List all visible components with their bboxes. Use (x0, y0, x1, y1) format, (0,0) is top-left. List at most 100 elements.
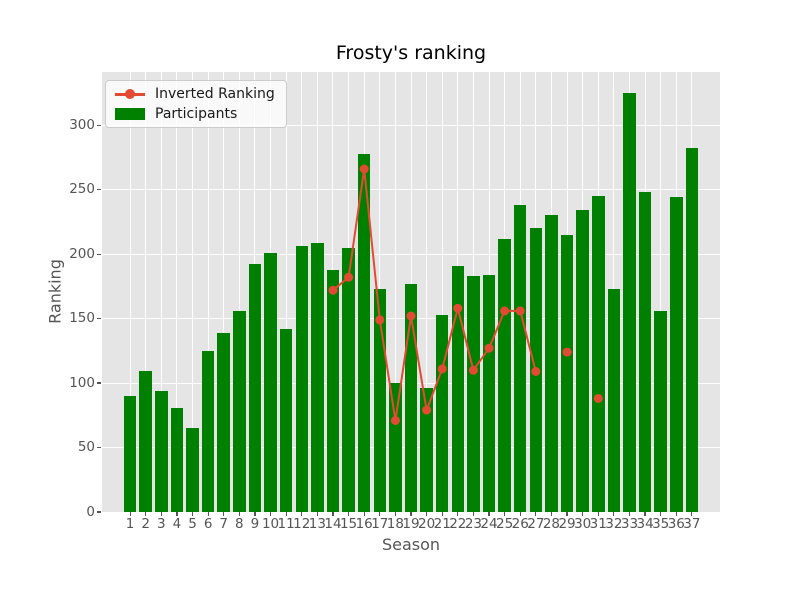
x-tick-label-26: 26 (511, 516, 529, 532)
x-tick-mark-20 (426, 512, 428, 516)
y-tick-mark-150 (97, 317, 101, 320)
x-tick-label-13: 13 (308, 516, 326, 532)
bar-season-17 (373, 288, 387, 512)
x-tick-label-17: 17 (371, 516, 389, 532)
x-tick-mark-11 (285, 512, 287, 516)
x-tick-mark-7 (223, 512, 225, 516)
bar-season-25 (498, 238, 511, 512)
bar-season-6 (201, 350, 215, 512)
x-tick-label-33: 33 (620, 516, 639, 532)
bar-season-35 (654, 310, 667, 512)
x-gridline-21 (441, 72, 443, 512)
line-marker-season-31 (593, 394, 603, 403)
legend-line-marker-icon (115, 87, 145, 101)
x-tick-mark-8 (238, 512, 240, 516)
x-tick-mark-13 (316, 512, 318, 516)
bar-season-2 (139, 371, 152, 512)
bar-season-20 (420, 388, 433, 512)
bar-season-1 (123, 395, 137, 512)
x-tick-label-5: 5 (188, 516, 197, 532)
legend-label-participants: Participants (155, 106, 238, 122)
line-marker-season-18 (390, 416, 400, 425)
x-tick-mark-21 (441, 512, 443, 516)
line-marker-season-24 (484, 343, 494, 353)
y-tick-label-50: 50 (77, 439, 95, 456)
x-tick-mark-26 (519, 512, 521, 516)
bar-season-32 (607, 288, 621, 512)
x-tick-label-16: 16 (355, 516, 373, 532)
x-gridline-4 (176, 72, 178, 512)
x-gridline-18 (394, 72, 396, 512)
x-tick-mark-28 (550, 512, 553, 516)
y-tick-mark-50 (97, 446, 101, 449)
x-tick-mark-5 (191, 512, 194, 516)
x-tick-mark-19 (410, 512, 412, 516)
x-tick-label-22: 22 (449, 516, 467, 532)
x-tick-mark-22 (457, 512, 459, 516)
x-gridline-6 (207, 72, 209, 512)
chart-title: Frosty's ranking (335, 42, 487, 64)
line-marker-season-16 (359, 164, 369, 174)
x-tick-label-15: 15 (339, 516, 358, 532)
x-gridline-2 (145, 72, 147, 512)
x-tick-mark-25 (504, 512, 506, 516)
x-tick-mark-37 (691, 512, 693, 516)
x-tick-label-35: 35 (652, 516, 670, 532)
x-tick-label-14: 14 (324, 516, 342, 532)
x-tick-mark-12 (301, 512, 303, 516)
x-tick-label-9: 9 (250, 516, 260, 532)
y-tick-label-0: 0 (86, 503, 95, 520)
bar-season-5 (186, 428, 199, 512)
bar-season-22 (451, 265, 465, 512)
bar-season-16 (357, 153, 371, 512)
legend-label-inverted-ranking: Inverted Ranking (155, 86, 275, 102)
x-tick-label-12: 12 (293, 516, 311, 532)
inverted-ranking-line (328, 164, 603, 425)
x-tick-label-27: 27 (527, 516, 545, 532)
y-tick-mark-300 (97, 124, 101, 126)
line-marker-season-29 (562, 347, 572, 357)
x-tick-mark-15 (347, 512, 350, 516)
y-tick-mark-250 (97, 189, 101, 191)
bar-season-10 (264, 252, 277, 512)
x-gridline-8 (238, 72, 240, 512)
x-tick-label-34: 34 (636, 516, 654, 532)
x-gridline-20 (426, 72, 428, 512)
legend-dot-icon (125, 89, 135, 99)
y-tick-mark-100 (97, 382, 101, 384)
x-gridline-1 (129, 72, 131, 512)
legend-bar-swatch-icon (115, 107, 145, 121)
y-tick-label-200: 200 (69, 245, 95, 262)
x-tick-label-36: 36 (667, 516, 685, 532)
bar-season-8 (233, 310, 246, 512)
x-tick-label-18: 18 (386, 516, 404, 532)
bar-season-15 (342, 247, 355, 512)
x-tick-label-19: 19 (402, 516, 420, 532)
line-marker-season-17 (375, 315, 385, 325)
bar-season-37 (685, 148, 699, 512)
line-marker-season-23 (468, 365, 478, 375)
x-tick-label-10: 10 (261, 516, 280, 532)
x-tick-label-21: 21 (433, 516, 451, 532)
x-tick-mark-18 (394, 512, 396, 516)
x-tick-mark-24 (488, 512, 490, 516)
bar-season-18 (389, 383, 402, 512)
x-tick-label-32: 32 (605, 516, 623, 532)
x-gridline-35 (660, 72, 662, 512)
x-tick-mark-35 (660, 512, 662, 516)
x-tick-mark-9 (254, 512, 256, 516)
legend-row-participants: Participants (115, 104, 275, 124)
x-tick-mark-34 (644, 512, 646, 516)
line-marker-season-27 (531, 367, 541, 376)
x-gridline-5 (192, 72, 194, 512)
line-marker-season-21 (437, 364, 447, 374)
x-tick-label-4: 4 (172, 516, 182, 532)
legend: Inverted Ranking Participants (105, 80, 287, 128)
x-tick-label-8: 8 (235, 516, 244, 532)
bar-season-14 (326, 269, 340, 512)
x-tick-label-1: 1 (125, 516, 135, 532)
y-gridline-200 (102, 253, 720, 255)
line-marker-season-14 (328, 285, 338, 295)
x-tick-label-24: 24 (480, 516, 498, 532)
x-tick-label-28: 28 (542, 516, 561, 532)
